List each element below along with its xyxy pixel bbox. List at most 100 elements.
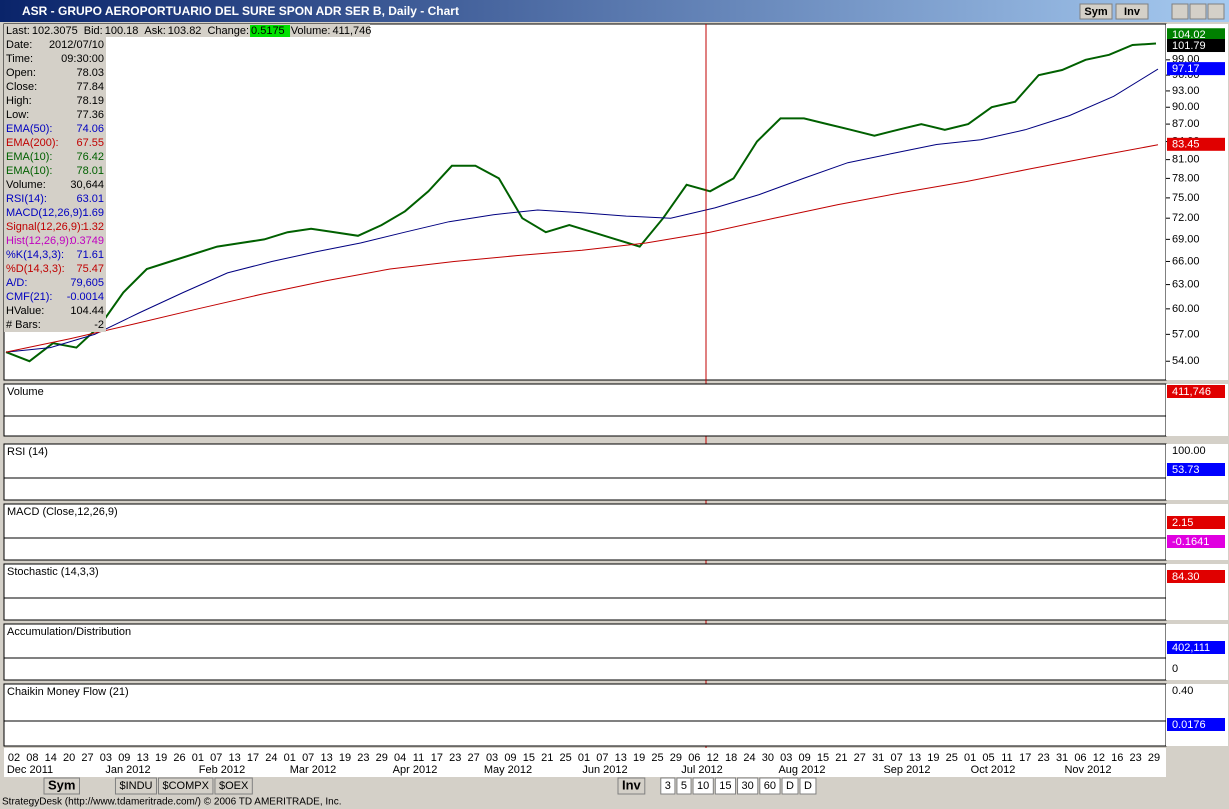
tab[interactable] <box>781 777 799 795</box>
tab[interactable] <box>43 777 80 795</box>
tab[interactable] <box>714 777 737 795</box>
month-label: Mar 2012 <box>290 764 336 776</box>
tab-label[interactable]: 10 <box>697 780 709 792</box>
tab[interactable] <box>157 777 214 795</box>
title-button-label[interactable]: Sym <box>1084 6 1107 18</box>
tab[interactable] <box>759 777 781 795</box>
day-label: 07 <box>210 752 222 764</box>
day-label: 17 <box>431 752 443 764</box>
day-label: 21 <box>541 752 553 764</box>
panel-label: 84.30 <box>1172 571 1200 583</box>
day-label: 17 <box>247 752 259 764</box>
price-marker-label: 83.45 <box>1172 139 1200 151</box>
tab-label[interactable]: 15 <box>719 780 731 792</box>
day-label: 19 <box>927 752 939 764</box>
day-label: 13 <box>615 752 627 764</box>
tab[interactable] <box>799 777 817 795</box>
data-label: Close: <box>6 81 37 93</box>
tab-label[interactable]: Sym <box>48 777 75 792</box>
y-tick-label: 54.00 <box>1172 355 1200 367</box>
day-label: 01 <box>192 752 204 764</box>
day-label: 31 <box>872 752 884 764</box>
data-label: Low: <box>6 109 29 121</box>
tab[interactable] <box>617 777 646 795</box>
window-control[interactable] <box>1207 3 1225 20</box>
price-marker-label: 104.02 <box>1172 29 1206 41</box>
day-label: 31 <box>1056 752 1068 764</box>
tab-label[interactable]: $OEX <box>219 780 249 792</box>
tab-label[interactable]: $COMPX <box>162 780 209 792</box>
title-button[interactable] <box>1079 3 1113 20</box>
panel-label: 411,746 <box>1172 386 1211 398</box>
day-label: 25 <box>651 752 663 764</box>
data-label: A/D: <box>6 277 27 289</box>
data-label: %D(14,3,3): <box>6 263 65 275</box>
panel-marker <box>1167 516 1225 529</box>
day-label: 15 <box>523 752 535 764</box>
day-label: 27 <box>468 752 480 764</box>
title-button-label[interactable]: Inv <box>1124 6 1141 18</box>
day-label: 14 <box>45 752 57 764</box>
window-control[interactable] <box>1189 3 1207 20</box>
day-label: 24 <box>743 752 755 764</box>
day-label: 09 <box>799 752 811 764</box>
tab-label[interactable]: $INDU <box>119 780 152 792</box>
data-label: %K(14,3,3): <box>6 249 64 261</box>
tab[interactable] <box>692 777 714 795</box>
day-label: 26 <box>173 752 185 764</box>
quote-value: 411,746 <box>332 25 371 37</box>
month-label: Jul 2012 <box>681 764 723 776</box>
panel-marker <box>1167 463 1225 476</box>
tab[interactable] <box>660 777 676 795</box>
panel-marker <box>1167 641 1225 654</box>
data-label: Hist(12,26,9): <box>6 235 72 247</box>
day-label: 16 <box>1111 752 1123 764</box>
price-line <box>5 68 1159 353</box>
date-axis <box>4 748 1166 777</box>
data-value: -2 <box>94 319 104 331</box>
tab-label[interactable]: D <box>804 780 812 792</box>
tab[interactable] <box>676 777 692 795</box>
y-tick-label: 87.00 <box>1172 118 1200 130</box>
y-tick-label: 69.00 <box>1172 233 1200 245</box>
data-value: 0.3749 <box>70 235 104 247</box>
quote-label: Bid: <box>84 25 103 37</box>
day-label: 27 <box>854 752 866 764</box>
day-label: 07 <box>596 752 608 764</box>
tab-label[interactable]: 30 <box>742 780 754 792</box>
data-value: 78.01 <box>76 165 104 177</box>
window-control[interactable] <box>1171 3 1189 20</box>
y-tick-label: 93.00 <box>1172 85 1200 97</box>
tab-label[interactable]: D <box>786 780 794 792</box>
day-label: 24 <box>265 752 277 764</box>
panel <box>3 383 1167 437</box>
title-button[interactable] <box>1115 3 1149 20</box>
tab-label[interactable]: 3 <box>665 780 671 792</box>
day-label: 15 <box>817 752 829 764</box>
y-tick-label: 78.00 <box>1172 172 1200 184</box>
day-label: 02 <box>8 752 20 764</box>
tab[interactable] <box>214 777 253 795</box>
data-label: EMA(200): <box>6 137 59 149</box>
day-label: 23 <box>449 752 461 764</box>
tab[interactable] <box>114 777 157 795</box>
tab-label[interactable]: 60 <box>764 780 776 792</box>
panel <box>3 443 1167 501</box>
day-label: 19 <box>339 752 351 764</box>
data-value: 77.84 <box>76 81 104 93</box>
data-label: HValue: <box>6 305 44 317</box>
tab[interactable] <box>737 777 759 795</box>
status-text: StrategyDesk (http://www.tdameritrade.co… <box>2 797 342 808</box>
data-label: Open: <box>6 67 36 79</box>
panel-marker <box>1167 570 1225 583</box>
tab-label[interactable]: Inv <box>622 777 642 792</box>
tab-label[interactable]: 5 <box>681 780 687 792</box>
data-value: 74.06 <box>76 123 104 135</box>
panel <box>3 623 1167 681</box>
panel-axis <box>1166 504 1228 560</box>
panel-title: Accumulation/Distribution <box>7 626 131 638</box>
y-tick-label: 66.00 <box>1172 255 1200 267</box>
day-label: 11 <box>413 752 424 764</box>
panel-title: RSI (14) <box>7 446 48 458</box>
day-label: 17 <box>1019 752 1031 764</box>
